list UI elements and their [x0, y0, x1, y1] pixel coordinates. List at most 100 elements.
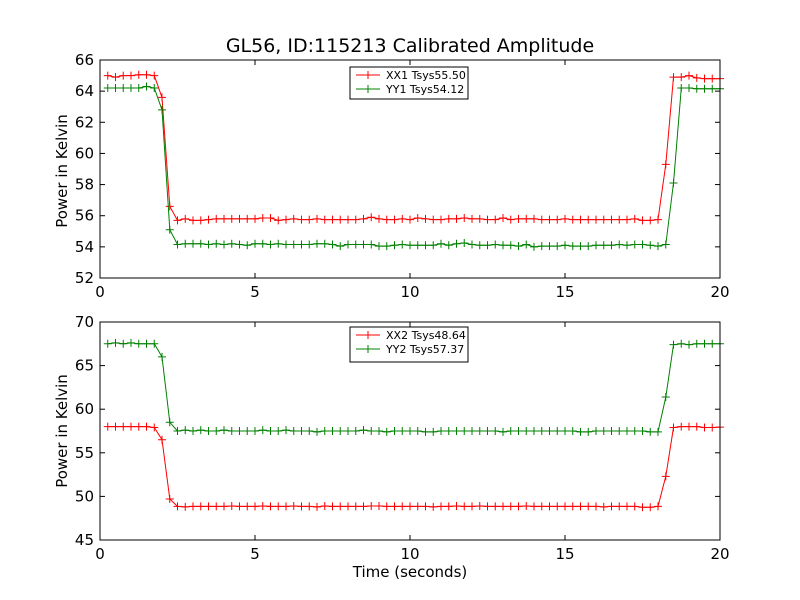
- data-point: [181, 502, 190, 511]
- data-point: [553, 427, 562, 435]
- data-point: [142, 422, 151, 431]
- data-point: [390, 241, 399, 250]
- data-point: [576, 502, 585, 511]
- data-point: [150, 339, 159, 348]
- y-tick-label: 45: [75, 531, 94, 549]
- data-point: [406, 427, 414, 435]
- data-point: [553, 242, 562, 251]
- data-point: [111, 422, 120, 431]
- data-point: [468, 427, 476, 435]
- data-point: [475, 427, 484, 435]
- data-point: [545, 215, 554, 224]
- data-point: [227, 239, 236, 248]
- data-point: [522, 240, 531, 249]
- data-point: [289, 427, 298, 435]
- data-point: [328, 240, 337, 249]
- data-point: [700, 339, 709, 348]
- data-point: [599, 427, 608, 435]
- legend-marker: [364, 85, 372, 93]
- series-markers-2: [103, 338, 724, 436]
- y-tick-label: 64: [75, 82, 94, 100]
- data-point: [382, 215, 391, 224]
- data-point: [367, 240, 376, 249]
- data-point: [692, 84, 701, 93]
- data-point: [173, 427, 182, 435]
- data-point: [646, 427, 655, 436]
- data-point: [506, 502, 515, 511]
- data-point: [127, 84, 135, 93]
- legend-label: YY1 Tsys54.12: [385, 83, 464, 96]
- data-point: [491, 215, 500, 224]
- data-point: [623, 215, 631, 224]
- data-point: [654, 427, 662, 436]
- data-point: [685, 71, 693, 80]
- data-point: [150, 423, 159, 432]
- data-point: [522, 214, 531, 223]
- data-point: [700, 423, 709, 432]
- data-point: [530, 242, 538, 251]
- data-point: [351, 240, 360, 249]
- data-point: [158, 93, 166, 102]
- data-point: [630, 502, 639, 511]
- data-point: [297, 502, 306, 511]
- data-point: [243, 241, 252, 250]
- data-point: [692, 73, 701, 82]
- data-point: [196, 502, 205, 511]
- data-point: [367, 427, 376, 435]
- legend-marker: [364, 71, 372, 79]
- data-point: [359, 502, 368, 511]
- data-point: [654, 502, 662, 511]
- data-point: [134, 422, 143, 431]
- data-point: [592, 502, 600, 511]
- data-point: [460, 427, 469, 435]
- data-point: [390, 502, 399, 511]
- data-point: [576, 427, 585, 436]
- data-point: [351, 215, 360, 224]
- data-point: [630, 214, 639, 223]
- data-point: [584, 502, 593, 511]
- legend-item: YY2 Tsys57.37: [356, 343, 464, 356]
- data-point: [111, 84, 120, 93]
- legend-marker: [364, 331, 372, 339]
- data-point: [615, 215, 624, 224]
- data-point: [134, 84, 143, 93]
- data-point: [522, 501, 531, 510]
- series-markers-1: [103, 70, 724, 225]
- data-point: [181, 214, 190, 223]
- data-point: [251, 214, 259, 223]
- data-point: [568, 427, 577, 435]
- data-point: [220, 214, 228, 223]
- data-point: [638, 427, 647, 435]
- y-tick-label: 62: [75, 113, 94, 131]
- data-point: [181, 426, 190, 435]
- data-point: [623, 502, 631, 511]
- data-point: [336, 242, 345, 251]
- data-point: [646, 503, 655, 512]
- data-point: [274, 239, 283, 248]
- chart-title: GL56, ID:115213 Calibrated Amplitude: [226, 35, 594, 57]
- data-point: [413, 214, 422, 223]
- x-tick-label: 5: [250, 545, 260, 563]
- data-point: [599, 241, 608, 250]
- data-point: [429, 427, 438, 436]
- data-point: [406, 241, 414, 250]
- data-point: [243, 427, 252, 435]
- data-point: [189, 239, 197, 248]
- data-point: [220, 502, 228, 511]
- data-point: [615, 502, 624, 511]
- data-point: [165, 495, 174, 504]
- data-point: [568, 242, 577, 251]
- data-point: [444, 502, 453, 511]
- data-point: [189, 502, 197, 511]
- data-point: [398, 427, 407, 435]
- y-tick-label: 54: [75, 238, 94, 256]
- data-point: [661, 240, 670, 249]
- data-point: [708, 74, 717, 83]
- data-point: [266, 240, 275, 249]
- data-point: [592, 241, 600, 250]
- x-tick-label: 5: [250, 283, 260, 301]
- data-point: [630, 427, 639, 435]
- data-point: [235, 240, 244, 249]
- data-point: [677, 73, 686, 82]
- data-point: [460, 238, 469, 247]
